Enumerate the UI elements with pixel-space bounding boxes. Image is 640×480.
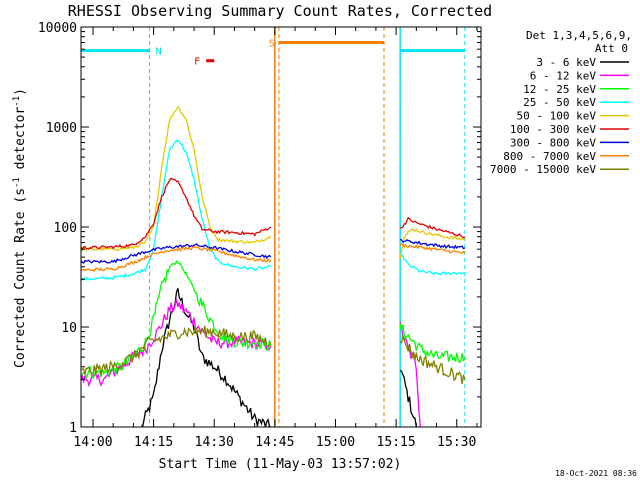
legend-label: 6 - 12 keV — [530, 69, 597, 82]
series-line — [81, 325, 272, 376]
series-line — [399, 333, 466, 384]
flag-label-N: N — [156, 47, 162, 58]
x-tick-label: 14:15 — [134, 435, 173, 450]
y-axis-label: Corrected Count Rate (s-1 detector-1) — [12, 88, 28, 368]
y-axis-label-sup1: -1 — [12, 177, 22, 188]
legend-label: 25 - 50 keV — [523, 96, 596, 109]
x-axis-label: Start Time (11-May-03 13:57:02) — [159, 457, 402, 472]
y-axis-label-mid: detector — [13, 107, 28, 178]
series-line — [399, 216, 466, 239]
series-line — [399, 227, 465, 259]
x-tick-label: 15:00 — [316, 435, 355, 450]
legend-label: 3 - 6 keV — [536, 56, 596, 69]
series-line — [81, 260, 272, 380]
legend-label: 7000 - 15000 keV — [490, 163, 596, 176]
series-line — [399, 323, 466, 364]
series-layer — [81, 105, 466, 427]
flag-label-F: F — [194, 57, 200, 68]
x-tick-label: 15:15 — [377, 435, 416, 450]
flag-layer: N F S — [81, 27, 466, 427]
y-tick-label: 10 — [61, 321, 77, 336]
series-line — [81, 243, 272, 265]
series-line — [81, 105, 271, 252]
y-axis-label-main: Corrected Count Rate (s — [13, 188, 28, 368]
legend-label: 800 - 7000 keV — [503, 150, 596, 163]
series-line — [399, 369, 417, 427]
x-tick-label: 14:00 — [73, 435, 112, 450]
series-line — [399, 251, 465, 276]
series-line — [399, 238, 466, 250]
series-line — [399, 243, 466, 254]
data-gap-layer — [274, 27, 401, 427]
series-line — [81, 177, 272, 250]
legend-label: 100 - 300 keV — [510, 123, 596, 136]
y-axis-label-end: ) — [13, 88, 28, 96]
x-tick-label: 14:30 — [195, 435, 234, 450]
series-line — [81, 139, 272, 282]
legend-label: 12 - 25 keV — [523, 83, 596, 96]
axis-ticks: 14:00 14:15 14:30 14:45 15:00 15:15 15:30 1 10 10… — [38, 21, 481, 450]
x-tick-label: 15:30 — [437, 435, 476, 450]
y-tick-label: 1000 — [46, 121, 77, 136]
legend-label: 50 - 100 keV — [517, 110, 597, 123]
detector-info-line2: Att 0 — [595, 42, 628, 55]
y-tick-label: 1 — [69, 421, 77, 436]
series-line — [81, 245, 272, 273]
legend-label: 300 - 800 keV — [510, 136, 596, 149]
chart-title: RHESSI Observing Summary Count Rates, Co… — [68, 2, 492, 20]
y-axis-label-sup2: -1 — [12, 96, 22, 107]
plot-frame — [80, 26, 482, 428]
y-tick-label: 10000 — [38, 21, 77, 36]
footer-date: 18-Oct-2021 08:36 — [555, 469, 637, 478]
x-tick-label: 14:45 — [255, 435, 294, 450]
series-line — [81, 299, 272, 388]
detector-info-line1: Det 1,3,4,5,6,9, — [526, 29, 632, 42]
flag-label-S: S — [269, 38, 275, 49]
series-line — [141, 288, 272, 427]
y-tick-label: 100 — [54, 221, 77, 236]
